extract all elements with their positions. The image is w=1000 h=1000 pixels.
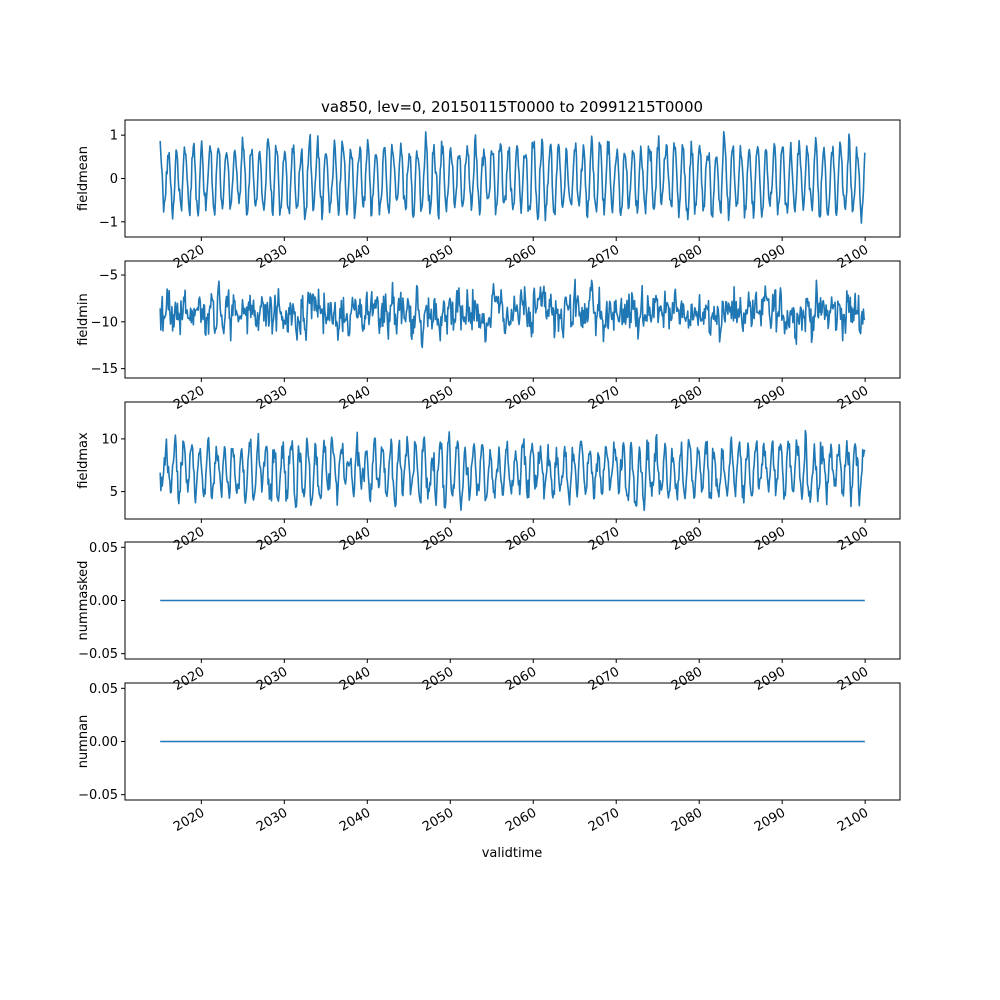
x-tick-label: 2090: [752, 805, 788, 835]
x-tick-label: 2040: [337, 805, 373, 835]
x-tick-label: 2100: [835, 805, 871, 835]
x-tick-label: 2070: [586, 383, 622, 413]
x-tick-label: 2040: [337, 242, 373, 272]
chart-title: va850, lev=0, 20150115T0000 to 20991215T…: [321, 98, 703, 116]
x-tick-label: 2080: [669, 383, 705, 413]
y-tick-label-fieldmean: 1: [110, 129, 118, 144]
x-tick-label: 2030: [254, 524, 290, 554]
x-tick-label: 2070: [586, 524, 622, 554]
y-axis-label-nummasked: nummasked: [76, 561, 91, 641]
y-tick-label-fieldmean: −1: [99, 215, 118, 230]
x-tick-label: 2020: [171, 805, 207, 835]
x-tick-label: 2030: [254, 664, 290, 694]
x-tick-label: 2070: [586, 805, 622, 835]
y-tick-label-numnan: 0.05: [89, 682, 118, 697]
y-tick-label-fieldmax: 5: [110, 485, 118, 500]
x-tick-label: 2020: [171, 383, 207, 413]
panel-fieldmean: −1 0 1 fieldmean 2020 2030 2040 2050 2060 2070 208…: [76, 119, 901, 272]
x-tick-label: 2100: [835, 383, 871, 413]
panel-nummasked: −0.05 0.00 0.05 nummasked 2020 2030 2040 2050 20…: [76, 541, 901, 694]
x-tick-label: 2100: [835, 664, 871, 694]
x-tick-label: 2060: [503, 383, 539, 413]
y-tick-label-nummasked: 0.05: [89, 541, 118, 556]
x-tick-label: 2040: [337, 524, 373, 554]
y-tick-label-nummasked: −0.05: [78, 647, 118, 662]
y-axis-label-fieldmin: fieldmin: [76, 293, 91, 346]
axes-frame-fieldmax: [124, 401, 901, 520]
series-line-fieldmin: [159, 278, 866, 349]
x-tick-label: 2090: [752, 383, 788, 413]
x-tick-label: 2100: [835, 524, 871, 554]
y-axis-label-fieldmax: fieldmax: [76, 432, 91, 489]
x-tick-label: 2050: [420, 805, 456, 835]
y-axis-label-fieldmean: fieldmean: [76, 146, 91, 211]
x-tick-label: 2080: [669, 524, 705, 554]
x-tick-label: 2020: [171, 242, 207, 272]
x-tick-label: 2060: [503, 805, 539, 835]
x-tick-label: 2060: [503, 242, 539, 272]
series-line-fieldmean: [159, 130, 866, 224]
y-tick-label-fieldmax: 10: [101, 432, 118, 447]
y-tick-label-fieldmin: −5: [99, 269, 118, 284]
x-tick-label: 2090: [752, 524, 788, 554]
y-tick-label-fieldmean: 0: [110, 172, 118, 187]
x-tick-label: 2040: [337, 383, 373, 413]
y-tick-label-numnan: −0.05: [78, 788, 118, 803]
x-tick-label: 2090: [752, 242, 788, 272]
y-axis-label-numnan: numnan: [76, 715, 91, 769]
axes-frame-fieldmin: [124, 260, 901, 379]
y-tick-label-fieldmin: −15: [91, 362, 118, 377]
y-tick-label-nummasked: 0.00: [89, 594, 118, 609]
x-tick-label: 2060: [503, 524, 539, 554]
y-tick-label-fieldmin: −10: [91, 315, 118, 330]
x-tick-label: 2080: [669, 664, 705, 694]
x-tick-label: 2080: [669, 805, 705, 835]
x-tick-label: 2050: [420, 664, 456, 694]
x-tick-label: 2080: [669, 242, 705, 272]
x-tick-label: 2100: [835, 242, 871, 272]
x-axis-label: validtime: [482, 846, 543, 861]
panel-numnan: −0.05 0.00 0.05 numnan 2020 2030 2040 2050 2060 2…: [76, 682, 901, 835]
panel-fieldmin: −15 −10 −5 fieldmin 2020 2030 2040 2050 2060 2070…: [76, 260, 901, 413]
x-tick-label: 2040: [337, 664, 373, 694]
x-tick-label: 2030: [254, 805, 290, 835]
y-tick-label-numnan: 0.00: [89, 735, 118, 750]
x-tick-label: 2090: [752, 664, 788, 694]
x-tick-label: 2020: [171, 664, 207, 694]
x-tick-label: 2050: [420, 242, 456, 272]
x-tick-label: 2070: [586, 664, 622, 694]
x-tick-label: 2030: [254, 383, 290, 413]
series-line-fieldmax: [159, 429, 866, 512]
panel-fieldmax: 5 10 fieldmax 2020 2030 2040 2050 2060 2070 2080 2…: [76, 401, 901, 554]
x-tick-label: 2070: [586, 242, 622, 272]
x-tick-label: 2050: [420, 383, 456, 413]
x-tick-label: 2050: [420, 524, 456, 554]
x-tick-label: 2030: [254, 242, 290, 272]
x-tick-label: 2020: [171, 524, 207, 554]
x-tick-label: 2060: [503, 664, 539, 694]
